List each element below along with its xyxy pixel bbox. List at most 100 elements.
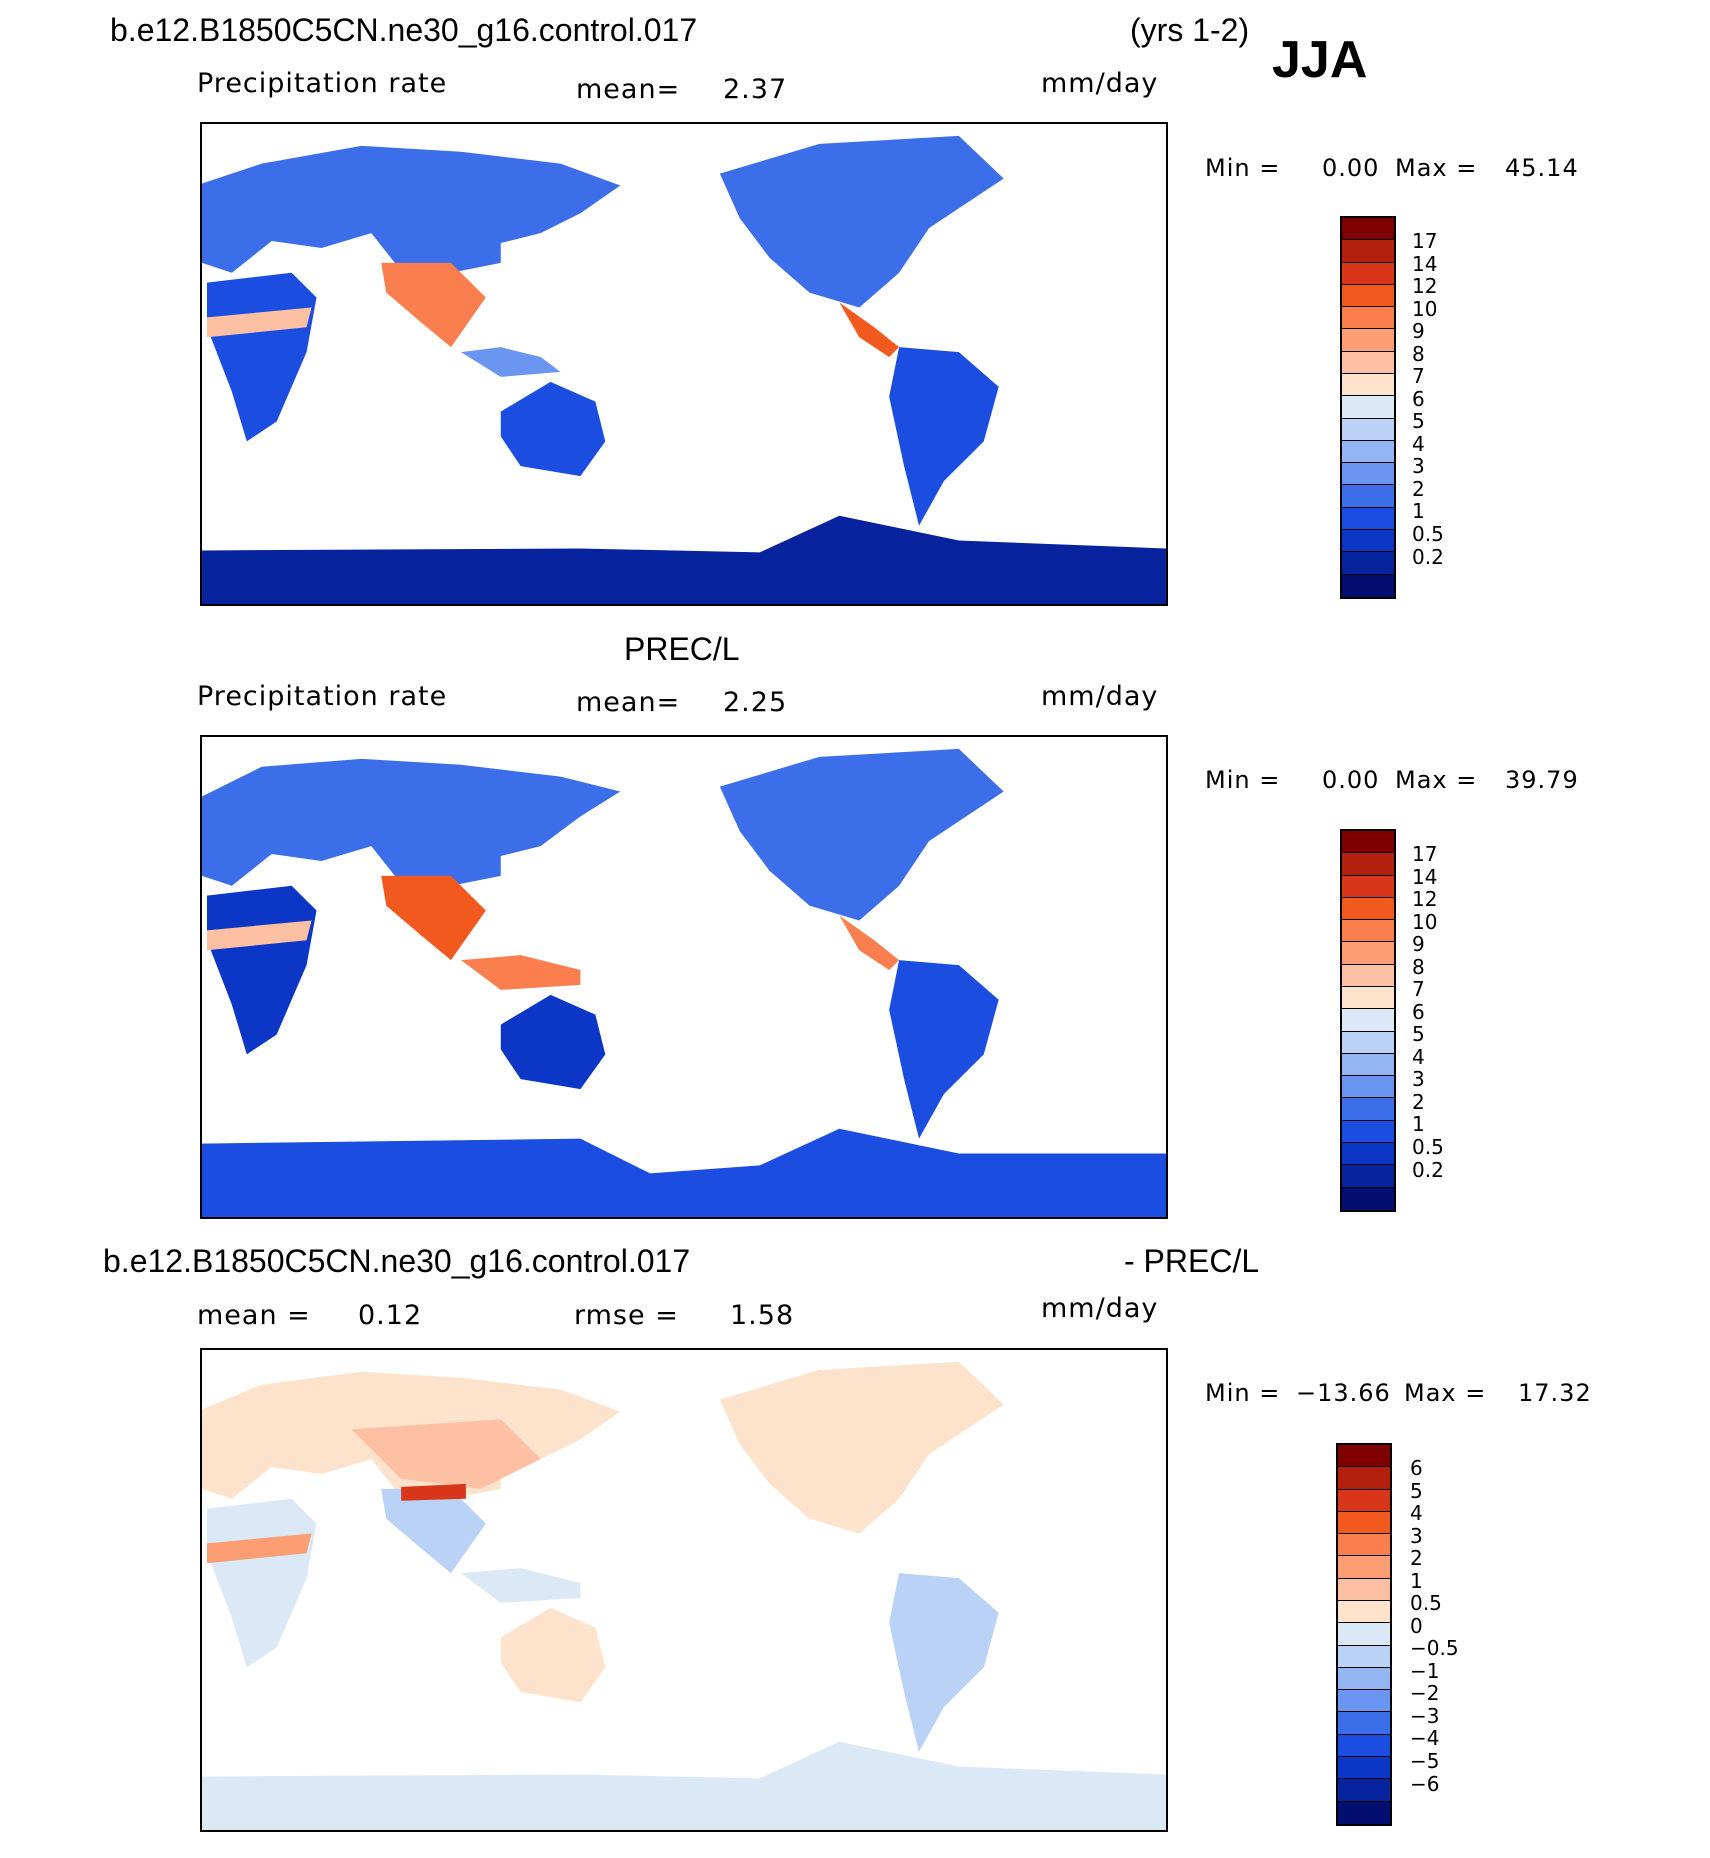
colorbar-swatch xyxy=(1342,329,1394,352)
colorbar-tick-label: 6 xyxy=(1412,999,1425,1024)
colorbar-swatch xyxy=(1342,262,1394,285)
sahel xyxy=(206,307,312,338)
diff-title-left: b.e12.B1850C5CN.ne30_g16.control.017 xyxy=(103,1243,691,1279)
colorbar-swatch xyxy=(1338,1556,1390,1579)
south-asia xyxy=(381,1488,486,1574)
panel3-rmse-label: rmse = xyxy=(574,1300,679,1331)
panel3-mean-value: 0.12 xyxy=(358,1300,423,1331)
panel2-map-svg xyxy=(202,748,1166,1217)
panel1-min-label: Min = xyxy=(1205,154,1281,182)
colorbar-tick-label: 0.5 xyxy=(1412,522,1444,546)
panel3-units: mm/day xyxy=(1041,1293,1159,1324)
colorbar-tick-label: 14 xyxy=(1412,864,1438,889)
ref-title: PREC/L xyxy=(624,631,740,667)
colorbar-swatch xyxy=(1342,875,1394,898)
colorbar-tick-label: 4 xyxy=(1412,431,1425,456)
panel1-map xyxy=(200,122,1168,606)
colorbar-tick-label: 14 xyxy=(1412,251,1438,276)
colorbar-swatch xyxy=(1342,831,1394,854)
colorbar-tick-label: 6 xyxy=(1412,386,1425,411)
colorbar-swatch xyxy=(1342,1187,1394,1210)
colorbar-tick-label: 0.2 xyxy=(1412,544,1444,569)
south-america xyxy=(889,347,999,526)
central-america xyxy=(839,302,900,358)
australia xyxy=(500,381,606,477)
colorbar-swatch xyxy=(1338,1756,1390,1780)
colorbar-tick-label: −2 xyxy=(1410,1681,1440,1706)
panel3-mean-label: mean = xyxy=(197,1300,311,1331)
colorbar-swatch xyxy=(1342,418,1394,441)
north-america xyxy=(719,748,1004,921)
colorbar-tick-label: 4 xyxy=(1412,1044,1425,1069)
panel1-colorbar-ticks: 17 14 12 10 9 8 7 6 5 4 3 2 1 0.5 0.2 xyxy=(1412,230,1472,580)
diff-title-right: - PREC/L xyxy=(1124,1243,1260,1279)
colorbar-tick-label: −6 xyxy=(1410,1771,1440,1796)
colorbar-swatch xyxy=(1342,897,1394,921)
australia xyxy=(500,994,606,1090)
antarctica xyxy=(202,515,1166,604)
colorbar-swatch xyxy=(1338,1779,1390,1802)
colorbar-swatch xyxy=(1338,1467,1390,1490)
antarctica xyxy=(202,1128,1166,1217)
panel2-units: mm/day xyxy=(1041,681,1159,712)
panel1-land xyxy=(202,135,1166,604)
colorbar-tick-label: 1 xyxy=(1412,1112,1425,1137)
central-america xyxy=(839,915,900,971)
colorbar-tick-label: 0.5 xyxy=(1410,1591,1442,1616)
colorbar-swatch xyxy=(1338,1489,1390,1512)
panel2-mean-value: 2.25 xyxy=(723,687,788,718)
maritime xyxy=(460,955,581,990)
panel1-max-value: 45.14 xyxy=(1505,154,1579,182)
colorbar-tick-label: 10 xyxy=(1412,909,1438,934)
colorbar-swatch xyxy=(1338,1801,1390,1824)
panel3-land xyxy=(202,1361,1166,1830)
eurasia xyxy=(202,758,621,886)
panel3-max-label: Max = xyxy=(1404,1379,1487,1407)
colorbar-swatch xyxy=(1342,463,1394,486)
colorbar-tick-label: 0.2 xyxy=(1412,1157,1444,1182)
africa xyxy=(206,272,317,442)
colorbar-swatch xyxy=(1342,1009,1394,1032)
colorbar-tick-label: 3 xyxy=(1412,1067,1425,1092)
colorbar-swatch xyxy=(1342,440,1394,464)
colorbar-swatch xyxy=(1342,986,1394,1010)
panel3-map-svg xyxy=(202,1361,1166,1830)
colorbar-swatch xyxy=(1342,1053,1394,1077)
colorbar-swatch xyxy=(1342,485,1394,508)
panel1-mean-label: mean= xyxy=(576,74,681,105)
maritime xyxy=(460,347,561,377)
colorbar-tick-label: 0 xyxy=(1410,1613,1423,1638)
colorbar-tick-label: 0.5 xyxy=(1412,1135,1444,1159)
years-label: (yrs 1-2) xyxy=(1130,12,1250,48)
colorbar-swatch xyxy=(1338,1600,1390,1624)
colorbar-swatch xyxy=(1338,1667,1390,1691)
colorbar-swatch xyxy=(1342,1165,1394,1188)
colorbar-swatch xyxy=(1342,1076,1394,1099)
panel3-colorbar-ticks: 6 5 4 3 2 1 0.5 0 −0.5 −1 −2 −3 −4 −5 −6 xyxy=(1410,1457,1480,1807)
panel2-min-label: Min = xyxy=(1205,766,1281,794)
case-title: b.e12.B1850C5CN.ne30_g16.control.017 xyxy=(110,12,698,48)
colorbar-tick-label: −1 xyxy=(1410,1658,1440,1683)
colorbar-swatch xyxy=(1342,853,1394,876)
colorbar-tick-label: 17 xyxy=(1412,229,1438,254)
south-asia xyxy=(381,262,486,348)
colorbar-swatch xyxy=(1342,218,1394,241)
panel1-variable: Precipitation rate xyxy=(197,68,448,99)
colorbar-swatch xyxy=(1338,1645,1390,1668)
colorbar-tick-label: 2 xyxy=(1412,1089,1425,1114)
colorbar-swatch xyxy=(1338,1734,1390,1757)
colorbar-tick-label: 7 xyxy=(1412,977,1425,1002)
panel2-variable: Precipitation rate xyxy=(197,681,448,712)
colorbar-tick-label: 12 xyxy=(1412,274,1438,299)
colorbar-swatch xyxy=(1342,284,1394,308)
south-asia xyxy=(381,875,486,961)
colorbar-swatch xyxy=(1342,396,1394,419)
panel1-mean-value: 2.37 xyxy=(723,74,788,105)
tibet xyxy=(401,1483,466,1501)
panel1-max-label: Max = xyxy=(1395,154,1478,182)
panel2-max-value: 39.79 xyxy=(1505,766,1579,794)
colorbar-tick-label: 8 xyxy=(1412,341,1425,366)
colorbar-tick-label: 5 xyxy=(1412,409,1425,434)
colorbar-swatch xyxy=(1338,1623,1390,1646)
colorbar-tick-label: 3 xyxy=(1412,454,1425,479)
